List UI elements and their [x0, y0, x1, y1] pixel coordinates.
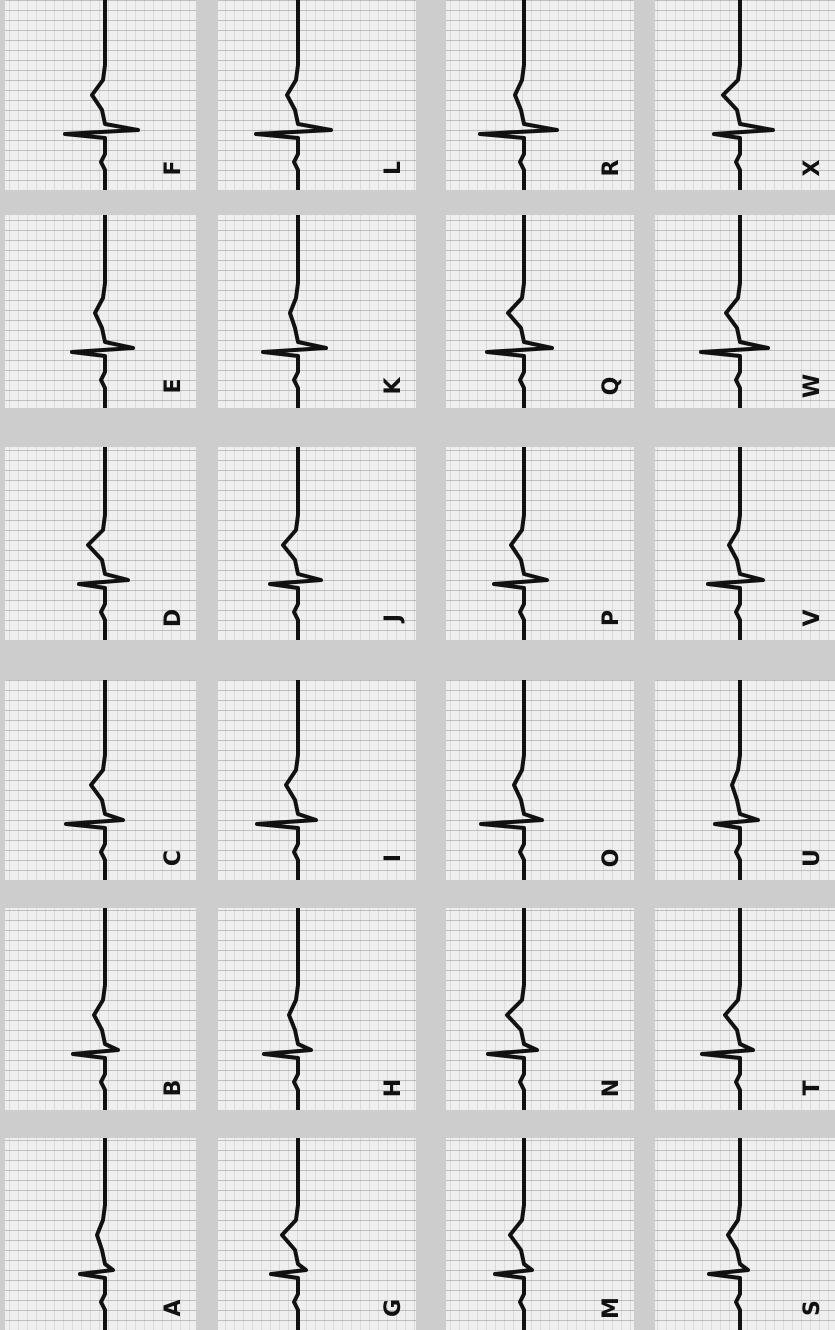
panel-label: U	[800, 849, 825, 867]
background	[0, 0, 835, 1330]
panel-label: F	[161, 160, 186, 175]
panel-label: J	[381, 614, 406, 624]
panel-label: P	[599, 610, 624, 626]
panel-label: Q	[599, 377, 624, 396]
panel-label: W	[800, 374, 825, 398]
panel-label: L	[381, 161, 406, 175]
panel-label: E	[161, 378, 186, 393]
panel-label: D	[161, 609, 186, 627]
ecg-panel	[218, 447, 416, 640]
panel-label: V	[800, 609, 825, 626]
panel-label: G	[381, 1299, 406, 1317]
panel-label: A	[161, 1299, 186, 1316]
panel-label: N	[599, 1079, 624, 1097]
ecg-figure: A B C D E F G H I J K L M N O P Q R S T U V W X	[0, 0, 835, 1330]
ecg-panel	[218, 680, 416, 880]
panel-label: S	[800, 1300, 825, 1316]
panel-label: T	[800, 1080, 825, 1095]
panel-label: I	[381, 854, 406, 862]
ecg-panel	[655, 908, 835, 1110]
panel-label: C	[161, 850, 186, 866]
panel-label: H	[381, 1079, 406, 1097]
panel-label: B	[161, 1080, 186, 1097]
panel-label: K	[381, 377, 406, 395]
panel-label: O	[599, 849, 624, 868]
panel-label: M	[599, 1297, 624, 1319]
panel-label: X	[800, 159, 825, 176]
panel-label: R	[599, 159, 624, 176]
